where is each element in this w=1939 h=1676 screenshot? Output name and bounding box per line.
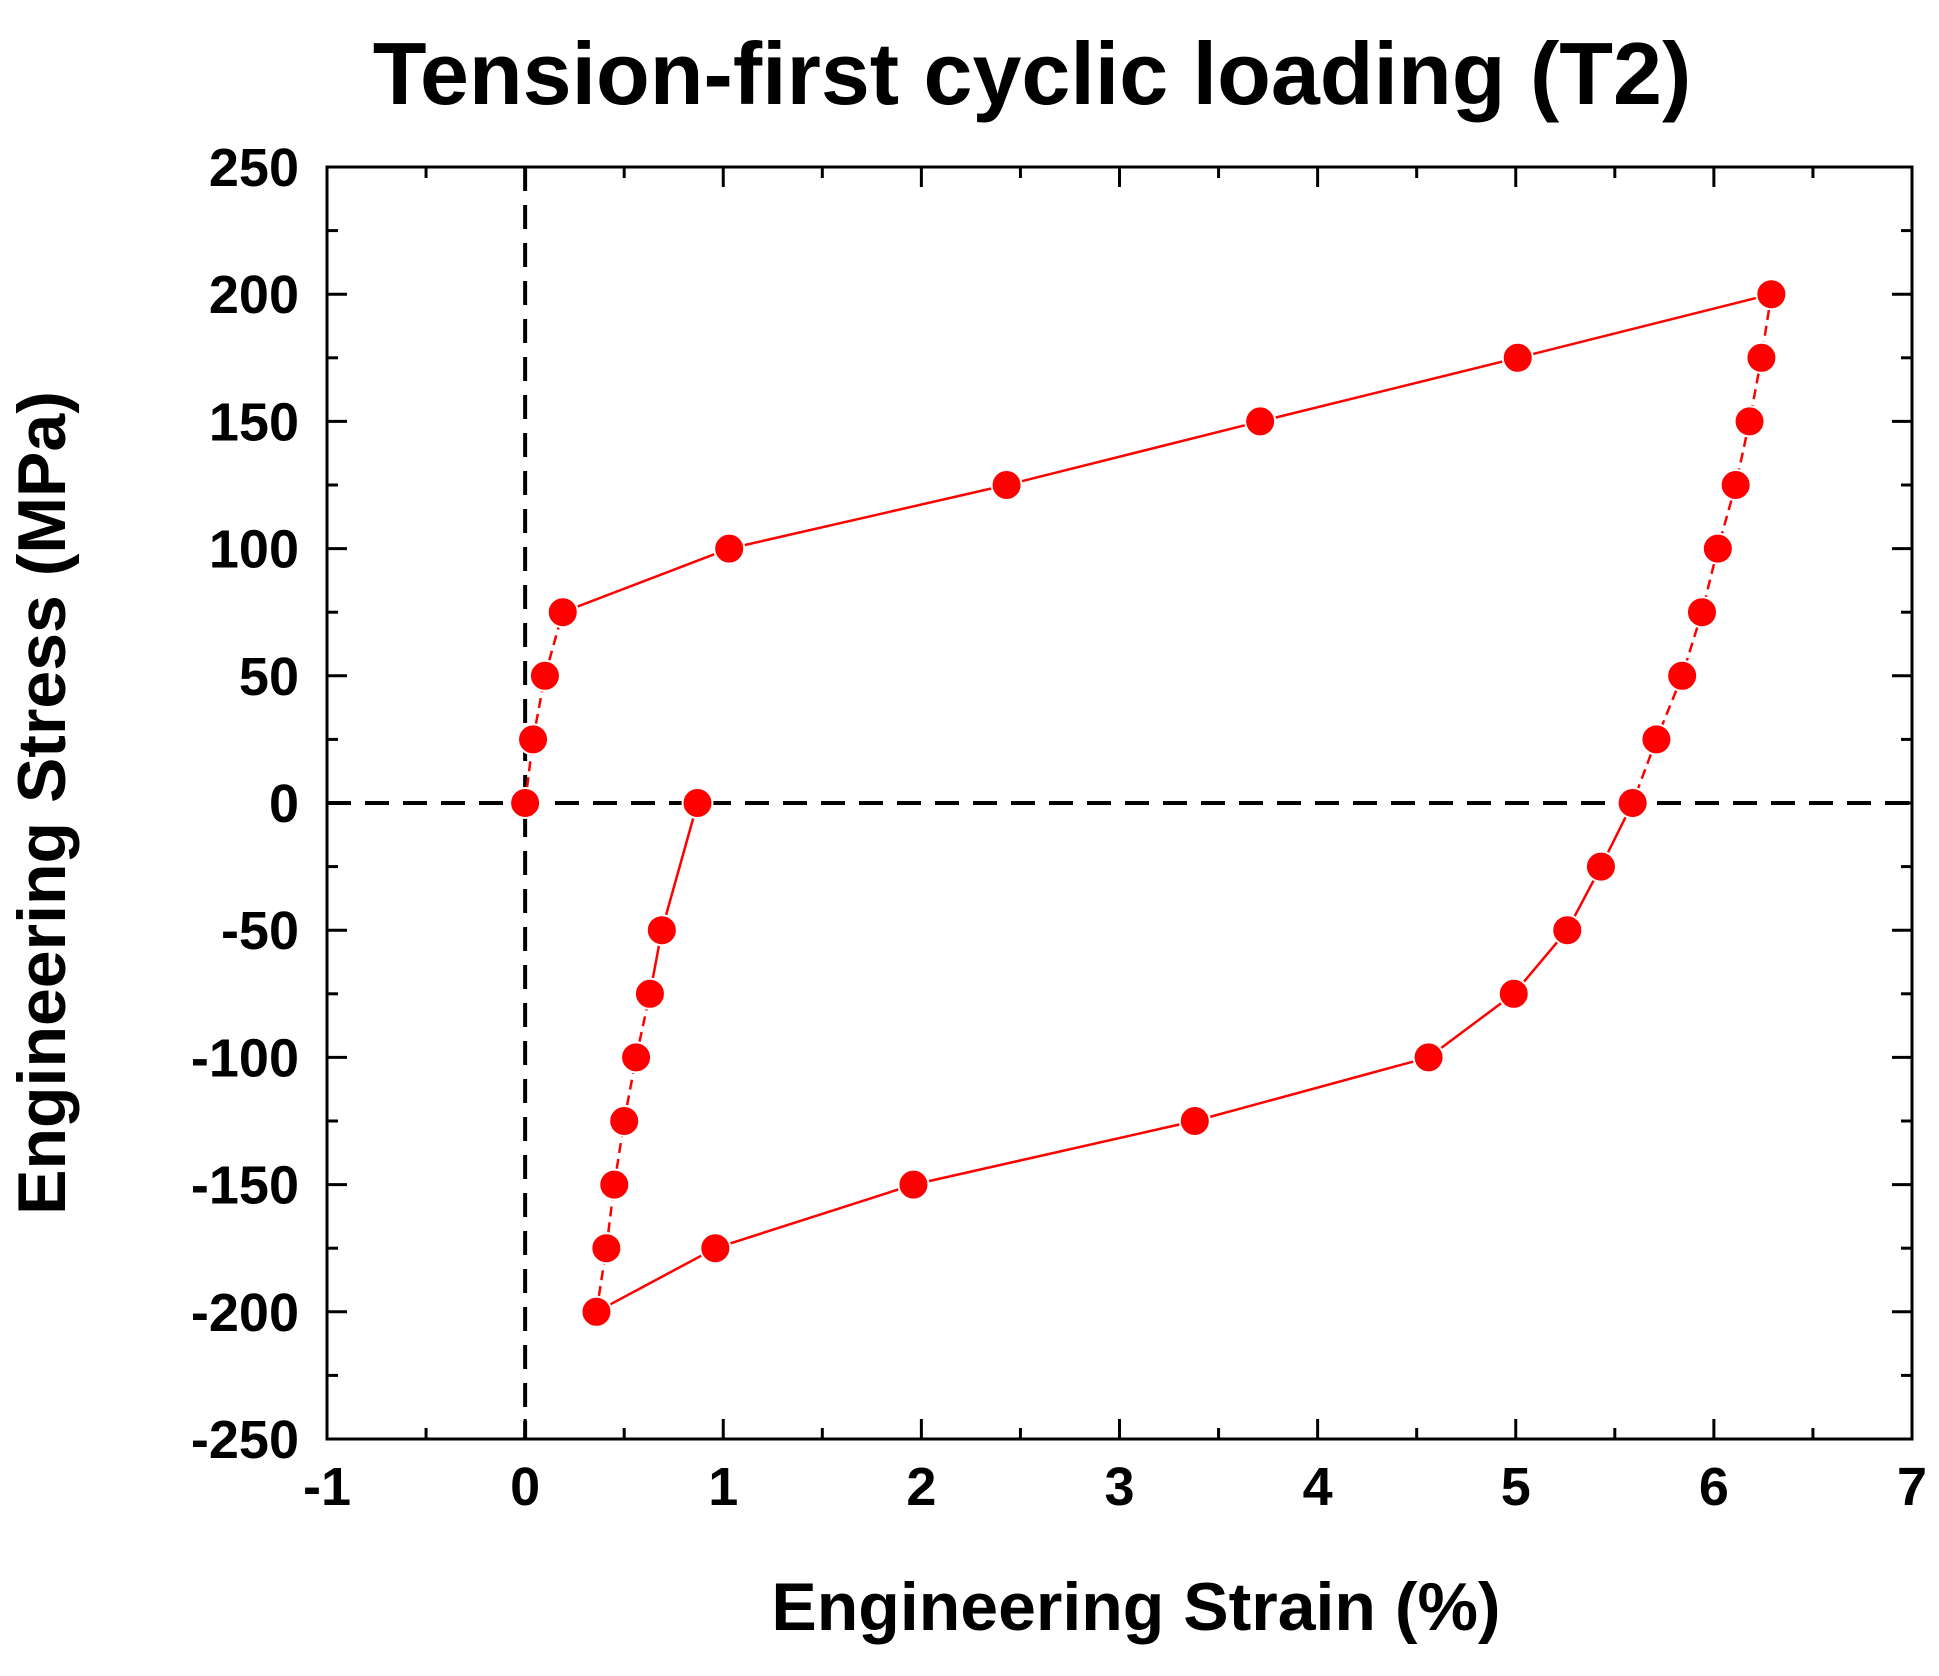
data-point: [645, 914, 678, 947]
y-tick-label: 0: [269, 774, 299, 834]
series-segment: [728, 483, 1007, 550]
y-axis-label: Engineering Stress (MPa): [4, 391, 80, 1215]
series-segment: [1517, 292, 1772, 360]
reference-lines: [327, 167, 1912, 1439]
data-point: [1733, 405, 1766, 438]
data-point: [699, 1232, 732, 1265]
data-point: [517, 723, 550, 756]
y-tick-label: 150: [209, 392, 299, 452]
x-tick-label: 4: [1303, 1457, 1333, 1517]
y-tick-label: 50: [239, 647, 299, 707]
x-tick-label: 1: [708, 1457, 738, 1517]
plot-frame: [325, 165, 1914, 1441]
series-segment: [1194, 1056, 1429, 1123]
data-point: [1701, 532, 1734, 565]
data-point: [1584, 850, 1617, 883]
x-tick-label: 2: [906, 1457, 936, 1517]
series-segment: [1427, 992, 1515, 1059]
data-point: [1755, 278, 1788, 311]
data-point: [681, 787, 714, 819]
data-point: [990, 469, 1023, 501]
tick-labels: -1 0 1 2 3 4 5 6 7 -250 -200 -150 -100 -50 0 50 100 150 20…: [191, 138, 1927, 1517]
data-point: [1666, 659, 1699, 692]
y-tick-label: 100: [209, 520, 299, 580]
chart-title: Tension-first cyclic loading (T2): [373, 24, 1692, 123]
y-tick-label: -100: [191, 1028, 299, 1088]
data-point: [713, 532, 746, 565]
x-tick-label: 7: [1897, 1457, 1927, 1517]
y-tick-label: -50: [221, 901, 299, 961]
series-segment: [1259, 356, 1519, 423]
data-point: [1640, 723, 1673, 756]
data-point: [1412, 1041, 1445, 1074]
series-segment: [660, 802, 699, 931]
x-axis-label: Engineering Strain (%): [771, 1569, 1500, 1645]
data-point: [897, 1168, 930, 1201]
data-point: [1551, 914, 1584, 947]
x-tick-label: 5: [1501, 1457, 1531, 1517]
data-point: [590, 1232, 623, 1265]
data-point: [598, 1168, 631, 1201]
y-tick-label: 250: [209, 138, 299, 198]
data-point: [509, 787, 542, 819]
data-point: [608, 1105, 641, 1137]
data-point: [1501, 341, 1534, 374]
series-segment: [595, 1247, 716, 1313]
series-segment: [913, 1119, 1196, 1186]
y-tick-label: -250: [191, 1410, 299, 1470]
data-point: [546, 596, 579, 629]
data-point: [1685, 596, 1718, 629]
data-point: [1178, 1105, 1211, 1137]
data-point: [528, 659, 561, 692]
data-point: [1745, 341, 1778, 374]
series-points: [509, 278, 1788, 1328]
data-point: [620, 1041, 653, 1074]
y-tick-label: -150: [191, 1156, 299, 1216]
y-tick-label: 200: [209, 265, 299, 325]
x-tick-label: 6: [1699, 1457, 1729, 1517]
series-segment: [562, 547, 730, 614]
data-point: [1497, 977, 1530, 1010]
data-point: [633, 977, 666, 1010]
x-tick-label: -1: [303, 1457, 351, 1517]
data-point: [1719, 469, 1752, 501]
x-tick-label: 0: [510, 1457, 540, 1517]
data-point: [1244, 405, 1277, 438]
data-point: [580, 1295, 613, 1328]
data-point: [1616, 787, 1649, 819]
series-segment: [1006, 420, 1261, 487]
series-segment: [714, 1183, 914, 1250]
y-tick-label: -200: [191, 1283, 299, 1343]
x-tick-label: 3: [1104, 1457, 1134, 1517]
